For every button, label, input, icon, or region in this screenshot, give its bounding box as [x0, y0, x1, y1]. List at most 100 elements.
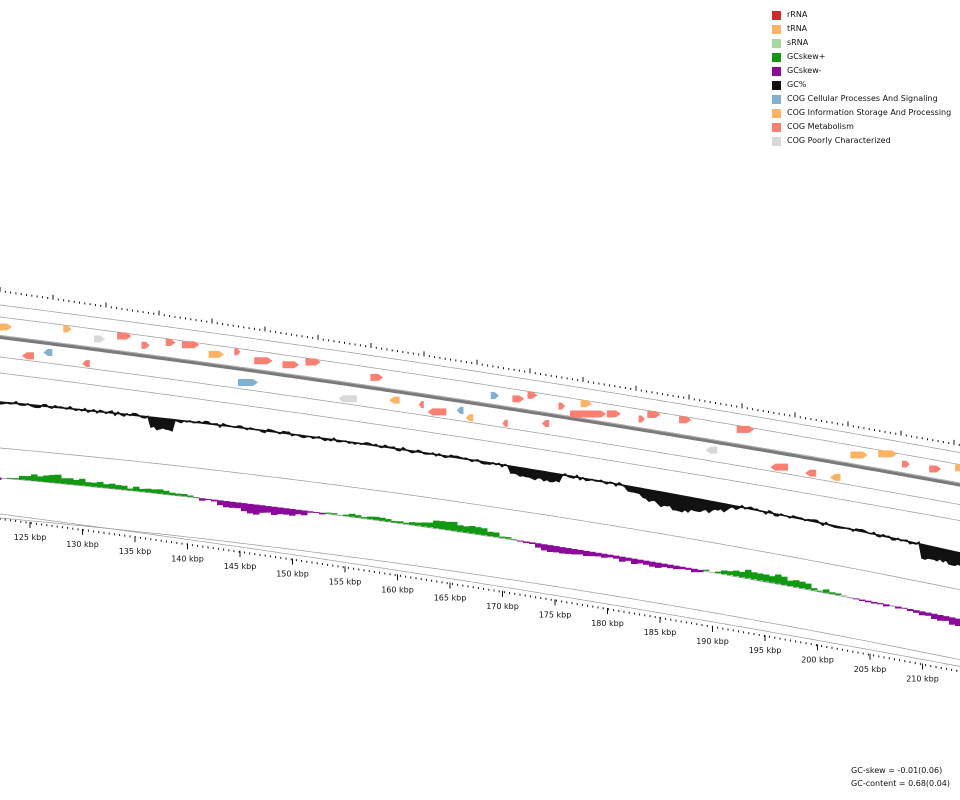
gc-skew-positive: [187, 495, 194, 497]
gc-skew-positive: [751, 572, 758, 580]
gc-skew-negative: [667, 564, 674, 569]
gc-skew-positive: [757, 573, 764, 581]
gene-arrow: [558, 402, 565, 410]
gene-arrow: [208, 350, 225, 358]
gene-arrow: [21, 352, 34, 360]
gc-skew-negative: [271, 506, 278, 515]
gc-skew-negative: [217, 500, 224, 506]
gc-skew-positive: [175, 493, 182, 496]
gc-skew-positive: [769, 576, 776, 583]
gc-skew-positive: [763, 574, 770, 582]
gc-skew-positive: [835, 593, 842, 595]
gc-skew-positive: [787, 580, 794, 586]
gc-skew-positive: [145, 488, 152, 493]
gc-skew-negative: [235, 502, 242, 509]
gc-skew-positive: [331, 513, 338, 515]
gc-skew-positive: [355, 515, 362, 518]
gene-arrow: [93, 335, 106, 343]
legend-label: GCskew-: [787, 66, 822, 75]
legend-item: sRNA: [772, 36, 951, 50]
gene-arrow: [606, 410, 621, 418]
gc-skew-negative: [277, 507, 284, 515]
gc-skew-positive: [91, 482, 98, 487]
gc-skew-positive: [439, 521, 446, 530]
gc-skew-positive: [745, 569, 752, 579]
guide-line: [0, 304, 960, 453]
gc-skew-positive: [781, 576, 788, 585]
gc-skew-positive: [139, 488, 146, 492]
gc-skew-negative: [883, 604, 890, 607]
gc-skew-negative: [607, 554, 614, 558]
gene-arrow: [570, 410, 606, 418]
gc-skew-negative: [901, 607, 908, 609]
guide-line: [0, 372, 960, 521]
gc-skew-positive: [85, 482, 92, 486]
gc-skew-positive: [415, 522, 422, 526]
legend-label: rRNA: [787, 10, 808, 19]
gene-arrow: [141, 341, 150, 349]
legend-swatch: [772, 24, 781, 34]
backbone-line: [0, 334, 960, 487]
gc-skew-negative: [0, 477, 2, 480]
gc-skew-positive: [373, 516, 380, 520]
gc-skew-negative: [895, 606, 902, 609]
legend-swatch: [772, 136, 781, 146]
gc-skew-positive: [475, 527, 482, 535]
kbp-labels: 125 kbp 130 kbp 135 kbp 140 kbp 145 kbp 150 k…: [14, 521, 939, 683]
gene-arrow: [502, 419, 508, 427]
gc-skew-positive: [73, 480, 80, 485]
kbp-label: 190 kbp: [696, 637, 729, 646]
legend-swatch: [772, 94, 781, 104]
gc-skew-negative: [283, 508, 290, 515]
gc-skew-negative: [313, 512, 320, 513]
gc-skew-positive: [7, 477, 14, 479]
gc-skew-negative: [943, 616, 950, 621]
gc-skew-positive: [367, 516, 374, 520]
gc-skew-positive: [397, 521, 404, 524]
legend-swatch: [772, 108, 781, 118]
kbp-label: 155 kbp: [329, 577, 362, 586]
gc-content-plot: [0, 400, 960, 567]
gene-arrow: [705, 446, 718, 454]
gene-arrow: [490, 392, 499, 400]
gc-skew-negative: [913, 610, 920, 613]
gc-skew-positive: [727, 571, 734, 576]
gc-skew-negative: [931, 613, 938, 619]
gc-skew-negative: [295, 509, 302, 515]
gc-content-stat: GC-content = 0.68(0.04): [851, 779, 950, 788]
gc-skew-negative: [319, 512, 326, 515]
kbp-label: 130 kbp: [66, 540, 99, 549]
gc-skew-positive: [505, 537, 512, 539]
gc-skew-positive: [433, 520, 440, 529]
legend: rRNA tRNA sRNA GCskew+ GCskew- GC% COG Cellula…: [772, 8, 951, 148]
legend-item: GCskew-: [772, 64, 951, 78]
gene-arrow: [0, 323, 12, 331]
gc-skew-negative: [637, 559, 644, 564]
gc-skew-positive: [181, 494, 188, 497]
gc-skew-negative: [673, 565, 680, 570]
legend-item: COG Poorly Characterized: [772, 134, 951, 148]
gc-skew-negative: [307, 511, 314, 513]
gc-skew-negative: [691, 568, 698, 573]
gc-skew-positive: [325, 512, 332, 514]
backbone-highlight: [0, 334, 960, 484]
gc-skew-negative: [211, 499, 218, 502]
kbp-label: 125 kbp: [14, 533, 47, 542]
gc-skew-positive: [463, 526, 470, 533]
gene-arrow: [181, 341, 200, 349]
gc-skew-negative: [547, 545, 554, 552]
gene-arrow: [850, 451, 868, 459]
gc-skew-positive: [721, 570, 728, 575]
gc-skew-negative: [265, 506, 272, 513]
gc-skew-negative: [613, 555, 620, 559]
kbp-label: 185 kbp: [644, 628, 677, 637]
gc-skew-positive: [97, 481, 104, 488]
gc-skew-negative: [655, 562, 662, 568]
gene-arrow: [647, 410, 661, 418]
guide-line: [0, 316, 960, 465]
gc-skew-positive: [343, 514, 350, 516]
gc-skew-negative: [949, 617, 956, 625]
gc-skew-negative: [853, 598, 860, 600]
gc-skew-negative: [301, 510, 308, 516]
gc-skew-positive: [157, 489, 164, 494]
